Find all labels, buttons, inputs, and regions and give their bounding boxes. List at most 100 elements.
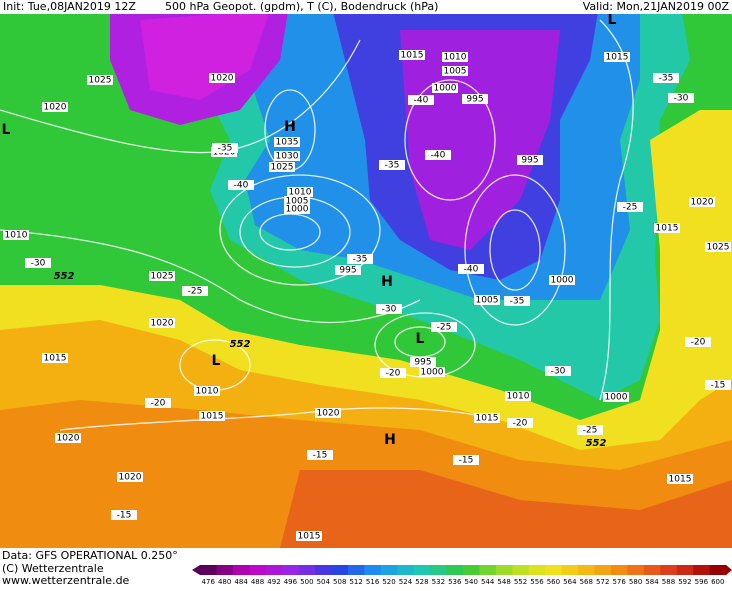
- pressure-label: 1015: [201, 412, 224, 422]
- pressure-label: 1010: [5, 231, 28, 241]
- valid-time: Valid: Mon,21JAN2019 00Z: [583, 0, 730, 13]
- colorbar-swatch: [397, 565, 415, 575]
- colorbar-swatch: [709, 565, 727, 575]
- product: 500 hPa Geopot. (gpdm), T (C), Bodendruc…: [165, 0, 438, 13]
- pressure-center: H: [284, 119, 296, 135]
- pressure-label-box: [287, 187, 313, 197]
- colorbar-tick-label: 572: [596, 578, 609, 586]
- colorbar-tick-label: 496: [284, 578, 298, 586]
- temperature-label: -35: [385, 161, 400, 171]
- colorbar-tick-label: 584: [645, 578, 659, 586]
- colorbar-swatch: [331, 565, 349, 575]
- colorbar-tick-label: 512: [349, 578, 362, 586]
- pressure-label-box: [462, 94, 488, 104]
- colorbar-tick-label: 596: [695, 578, 709, 586]
- pressure-label-box: [274, 151, 300, 161]
- footer-copyright: (C) Wetterzentrale: [2, 562, 104, 575]
- pressure-label: 1000: [551, 276, 574, 286]
- pressure-label-box: [335, 265, 361, 275]
- colorbar-swatch: [347, 565, 365, 575]
- pressure-label: 1015: [44, 354, 67, 364]
- pressure-center: H: [381, 274, 393, 290]
- temperature-label-box: [705, 380, 731, 390]
- pressure-label-box: [284, 196, 310, 206]
- pressure-label: 1000: [434, 84, 457, 94]
- temperature-label: -25: [583, 426, 598, 436]
- temperature-label: -20: [513, 419, 528, 429]
- pressure-center: L: [212, 353, 221, 369]
- colorbar-swatch: [463, 565, 480, 575]
- colorbar-tick-label: 540: [465, 578, 478, 586]
- footer-url: www.wetterzentrale.de: [2, 574, 130, 587]
- temperature-label-box: [228, 180, 254, 190]
- pressure-label-box: [87, 75, 113, 85]
- isobar: [464, 174, 566, 326]
- pressure-label-box: [55, 433, 81, 443]
- colorbar-swatch: [446, 565, 464, 575]
- colorbar-swatch: [594, 565, 612, 575]
- temperature-label: -30: [31, 259, 46, 269]
- temperature-label: -15: [117, 511, 132, 521]
- pressure-label: 1025: [151, 272, 174, 282]
- colorbar-swatch: [282, 565, 300, 575]
- pressure-label-box: [269, 162, 295, 172]
- colorbar-tick-label: 576: [612, 578, 626, 586]
- temperature-label-box: [458, 264, 484, 274]
- temperature-label: -40: [414, 96, 429, 106]
- pressure-label-box: [399, 50, 425, 60]
- temperature-label: -25: [623, 203, 638, 213]
- temperature-label-box: [545, 366, 571, 376]
- temperature-label-box: [507, 418, 533, 428]
- colorbar-tick-label: 504: [317, 578, 331, 586]
- pressure-label-box: [194, 386, 220, 396]
- pressure-label: 1010: [289, 188, 312, 198]
- pressure-label: 1020: [119, 473, 142, 483]
- pressure-label-box: [667, 474, 693, 484]
- colorbar-swatch: [512, 565, 530, 575]
- pressure-label: 1035: [276, 138, 299, 148]
- colorbar-tick-label: 532: [432, 578, 445, 586]
- temperature-label-box: [379, 160, 405, 170]
- pressure-label-box: [3, 230, 29, 240]
- pressure-label: 1010: [196, 387, 219, 397]
- pressure-label-box: [705, 242, 731, 252]
- pressure-label-box: [149, 318, 175, 328]
- height-label: 552: [54, 271, 75, 282]
- temperature-label-box: [431, 322, 457, 332]
- colorbar-swatch: [200, 565, 217, 575]
- temperature-label-box: [577, 425, 603, 435]
- temperature-label-box: [212, 143, 238, 153]
- colorbar-swatch: [545, 565, 563, 575]
- pressure-center: H: [384, 432, 396, 448]
- height-label: 552: [586, 438, 607, 449]
- temperature-label-box: [307, 450, 333, 460]
- colorbar-tick-label: 492: [267, 578, 280, 586]
- temperature-label: -35: [510, 297, 525, 307]
- colorbar-swatch: [528, 565, 546, 575]
- pressure-label: 1000: [286, 205, 309, 215]
- colorbar: 476 480 484 488 492 496 500 504 508 512 516 520 524 5…: [192, 565, 732, 586]
- colorbar-swatch: [413, 565, 431, 575]
- temperature-label-box: [653, 73, 679, 83]
- header-band: [0, 0, 732, 14]
- pressure-label: 995: [414, 358, 431, 368]
- pressure-label-box: [419, 367, 445, 377]
- pressure-label: 1020: [211, 74, 234, 84]
- pressure-label: 1005: [286, 197, 309, 207]
- pressure-label-box: [274, 137, 300, 147]
- pressure-label-box: [284, 204, 310, 214]
- pressure-label-box: [505, 391, 531, 401]
- colorbar-tick-label: 588: [662, 578, 675, 586]
- colorbar-swatch: [627, 565, 645, 575]
- pressure-label: 1015: [476, 414, 499, 424]
- colorbar-tick-label: 600: [711, 578, 724, 586]
- pressure-label: 1015: [298, 532, 321, 542]
- colorbar-tick-label: 564: [563, 578, 577, 586]
- pressure-center: L: [416, 331, 425, 347]
- pressure-label: 1025: [271, 163, 294, 173]
- pressure-label-box: [442, 66, 468, 76]
- pressure-label: 1015: [606, 53, 629, 63]
- temperature-label-box: [685, 337, 711, 347]
- pressure-label: 1000: [421, 368, 444, 378]
